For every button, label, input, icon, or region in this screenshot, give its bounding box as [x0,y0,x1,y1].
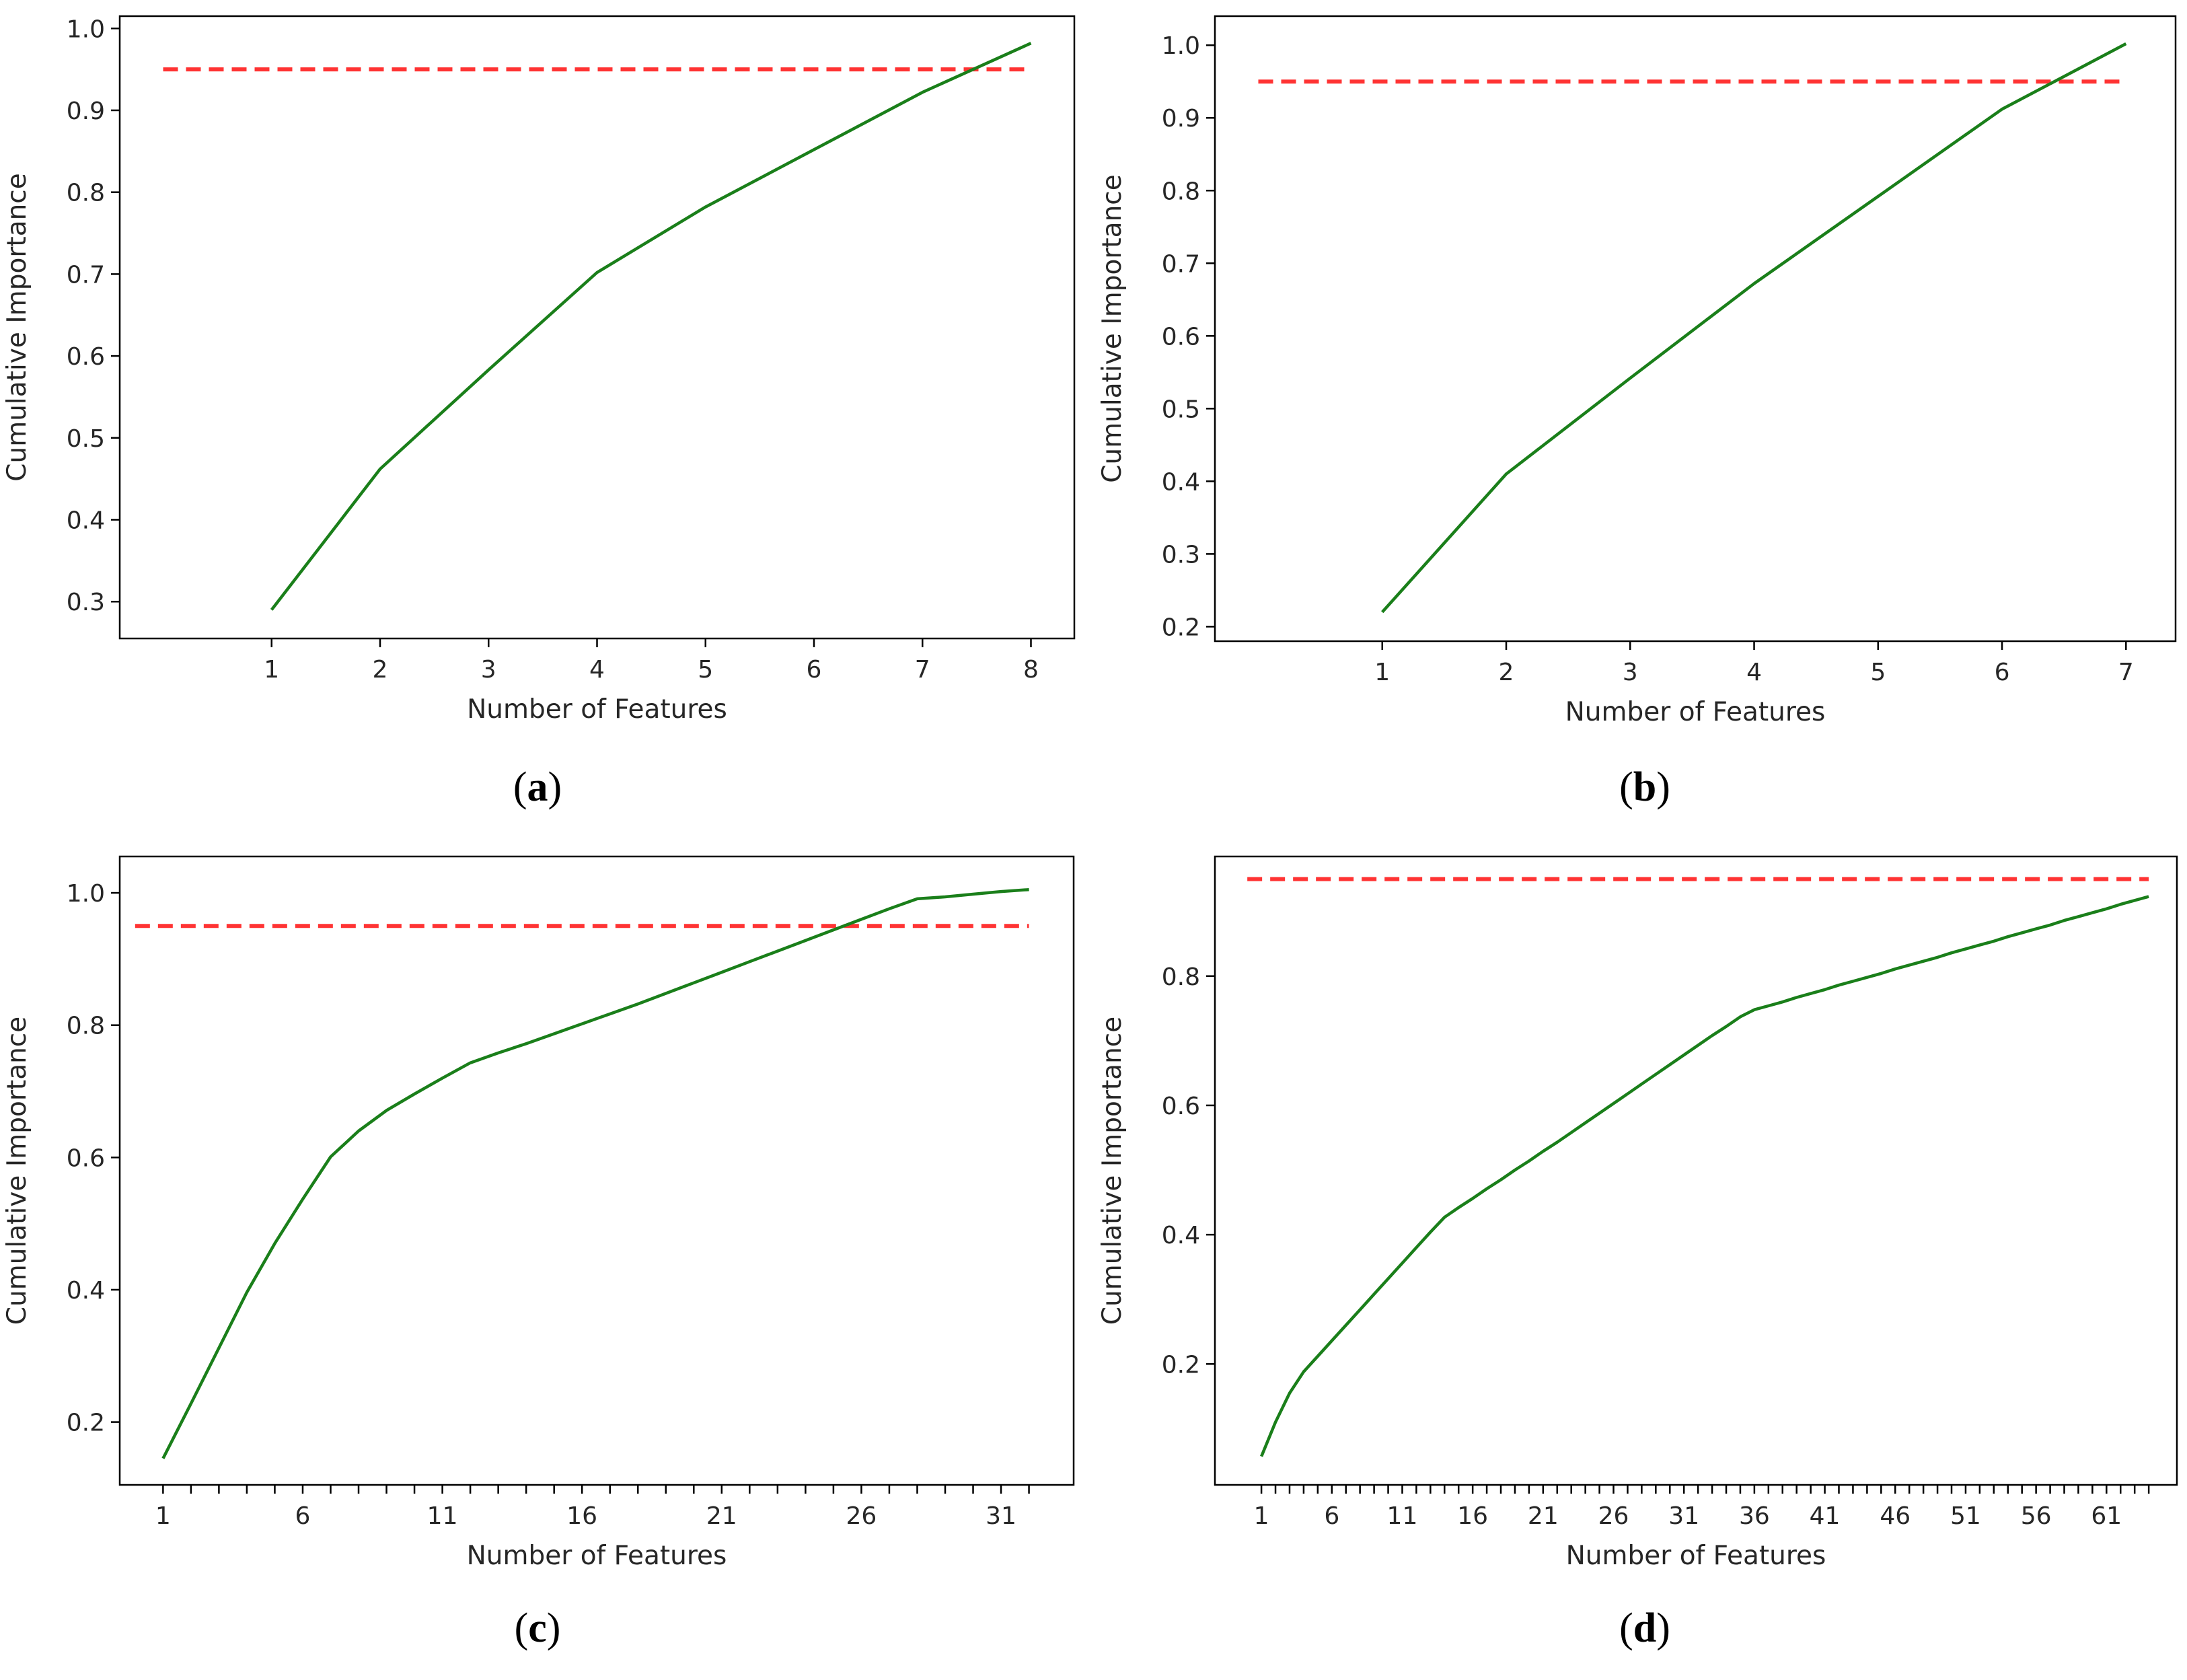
x-tick-label: 2 [373,656,388,684]
x-tick-label: 16 [566,1502,597,1530]
axes-frame [1214,855,2178,1486]
chart-panel-d: 1 6 11 16 21 26 31 36 41 46 51 56 610.20.40.60.8Numb… [1097,855,2178,1651]
series-line-cumulative [270,42,1032,611]
y-tick-label: 0.7 [67,261,105,289]
x-tick-label: 46 [1880,1502,1911,1530]
x-tick-label: 6 [1995,659,2010,686]
x-tick-label: 31 [1668,1502,1699,1530]
x-tick-label: 1 [264,656,279,684]
y-tick-label: 0.3 [67,589,105,616]
x-tick-label: 56 [2021,1502,2052,1530]
y-tick-label: 0.8 [67,180,105,207]
x-axis-label: Number of Features [1565,697,1826,727]
x-tick-label: 51 [1950,1502,1981,1530]
y-tick-label: 0.8 [67,1013,105,1040]
x-tick-label: 6 [807,656,822,684]
x-tick-label: 26 [846,1502,877,1530]
y-tick-label: 0.5 [1162,396,1200,423]
x-tick-label: 21 [706,1502,737,1530]
x-tick-label: 11 [1387,1502,1418,1530]
x-tick-label: 3 [1623,659,1638,686]
x-tick-label: 3 [481,656,496,684]
x-tick-label: 16 [1457,1502,1488,1530]
y-tick-label: 0.2 [67,1410,105,1437]
chart-panel-b: 1 2 3 4 5 6 7 0.2 0.3 0.4 0.5 0.6 0.7 0.8 0.9 1.0 Number… [1097,15,2177,810]
x-axis-label: Number of Features [467,1541,727,1571]
x-tick-label: 41 [1810,1502,1841,1530]
chart-panel-a: 1 2 3 4 5 6 7 8 0.3 0.4 0.5 0.6 0.7 0.8 0.9 1.0 Number o… [2,15,1076,810]
y-tick-label: 1.0 [1162,32,1200,60]
y-axis-label: Cumulative Importance [1097,1017,1127,1325]
x-tick-label: 31 [986,1502,1016,1530]
y-axis-label: Cumulative Importance [2,1017,32,1325]
axes-frame [118,855,1075,1486]
series-line-cumulative [1381,42,2127,614]
y-tick-label: 0.6 [1162,1093,1200,1120]
panel-caption-b: (b) [1619,764,1670,810]
y-tick-label: 1.0 [67,880,105,908]
x-tick-label: 26 [1598,1502,1629,1530]
y-tick-label: 0.4 [67,507,105,535]
panel-caption-d: (d) [1619,1605,1670,1651]
series-line-cumulative [1260,895,2149,1457]
y-tick-label: 0.6 [67,1144,105,1172]
y-tick-label: 0.4 [1162,468,1200,496]
x-tick-label: 1 [155,1502,171,1530]
x-tick-label: 4 [1746,659,1762,686]
caption-letter: d [1633,1605,1656,1651]
series-line-cumulative [161,887,1029,1459]
axes-frame [118,15,1076,640]
caption-letter: c [528,1605,547,1651]
y-tick-label: 0.6 [1162,323,1200,351]
y-tick-label: 1.0 [67,15,105,43]
y-tick-label: 0.7 [1162,250,1200,278]
x-axis-label: Number of Features [467,694,727,725]
x-tick-label: 6 [295,1502,311,1530]
y-tick-label: 0.8 [1162,963,1200,991]
axes-frame [1214,15,2177,643]
y-tick-label: 0.5 [67,425,105,453]
y-tick-label: 0.8 [1162,178,1200,205]
y-tick-label: 0.2 [1162,614,1200,641]
x-tick-label: 4 [589,656,605,684]
x-tick-label: 1 [1254,1502,1269,1530]
caption-letter: b [1633,764,1656,810]
y-tick-label: 0.3 [1162,541,1200,569]
x-tick-label: 2 [1499,659,1514,686]
y-tick-label: 0.9 [67,98,105,125]
y-tick-label: 0.9 [1162,105,1200,133]
y-tick-label: 0.4 [67,1277,105,1305]
x-tick-label: 5 [1870,659,1886,686]
caption-letter: a [527,764,548,810]
x-tick-label: 1 [1374,659,1390,686]
x-tick-label: 36 [1739,1502,1770,1530]
x-tick-label: 11 [427,1502,458,1530]
x-tick-label: 6 [1324,1502,1339,1530]
x-tick-label: 5 [698,656,713,684]
y-axis-label: Cumulative Importance [2,173,32,481]
x-tick-label: 21 [1528,1502,1559,1530]
x-tick-label: 7 [2118,659,2134,686]
panel-caption-a: (a) [513,764,562,810]
x-tick-label: 8 [1023,656,1039,684]
panel-caption-c: (c) [515,1605,561,1651]
y-tick-label: 0.6 [67,343,105,371]
y-tick-label: 0.2 [1162,1351,1200,1379]
x-tick-label: 61 [2091,1502,2122,1530]
x-tick-label: 7 [915,656,930,684]
x-axis-label: Number of Features [1566,1541,1826,1571]
y-axis-label: Cumulative Importance [1097,174,1127,482]
y-tick-label: 0.4 [1162,1222,1200,1249]
